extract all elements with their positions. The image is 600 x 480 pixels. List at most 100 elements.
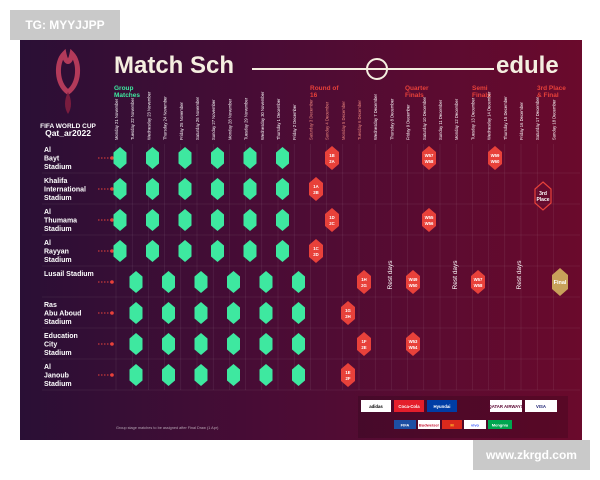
knockout-marker: [325, 208, 339, 232]
sponsor-logo: Budweiser: [418, 420, 440, 429]
knockout-line1: W57: [425, 153, 434, 158]
date-label: Monday 28 November: [227, 98, 232, 140]
date-label: Saturday 3 December: [308, 99, 313, 140]
group-match-marker: [227, 302, 240, 324]
sponsor-name: Hyundai: [434, 404, 451, 409]
knockout-line2: 2H: [345, 314, 351, 319]
knockout-line2: 2C: [329, 221, 335, 226]
group-match-marker: [227, 364, 240, 386]
group-match-marker: [146, 209, 159, 231]
rest-days-label: Rest days: [516, 260, 523, 290]
knockout-marker: [422, 146, 436, 170]
date-label: Thursday 8 December: [389, 98, 394, 140]
sponsor-name: adidas: [369, 404, 383, 409]
date-label: Friday 2 December: [292, 104, 297, 140]
group-match-marker: [194, 364, 208, 386]
stage-label: Quarter: [405, 85, 429, 92]
stadium-name: Stadium: [44, 350, 72, 357]
group-match-marker: [162, 271, 175, 293]
sponsor-logo: QATAR AIRWAYS: [488, 400, 524, 412]
logo-base: [65, 92, 71, 114]
knockout-line1: 1B: [329, 153, 335, 158]
group-match-marker: [259, 271, 273, 293]
third-place-label: 3rd: [539, 191, 547, 197]
stage-label: Finals: [472, 92, 491, 99]
group-match-marker: [113, 178, 127, 200]
knockout-marker: [422, 208, 436, 232]
group-match-marker: [211, 147, 224, 169]
sponsor-name: Coca-Cola: [398, 404, 420, 409]
group-match-marker: [162, 302, 175, 324]
stadium-dot: [110, 249, 114, 253]
knockout-line1: W53: [409, 339, 418, 344]
sponsor-name: Mengniu: [492, 423, 509, 428]
group-match-marker: [146, 178, 159, 200]
date-label: Friday 25 November: [179, 101, 184, 140]
stadium-name: Lusail Stadium: [44, 271, 94, 278]
knockout-line2: 2G: [361, 283, 367, 288]
knockout-marker: [357, 270, 371, 294]
stage-label: Semi: [472, 85, 488, 92]
group-match-marker: [129, 333, 143, 355]
sponsor-box: [427, 400, 457, 412]
group-match-marker: [146, 147, 159, 169]
stadium-dot: [110, 342, 114, 346]
knockout-line2: 2B: [313, 190, 319, 195]
group-match-marker: [227, 271, 240, 293]
knockout-line2: 2D: [313, 252, 319, 257]
sponsor-box: [442, 420, 462, 429]
stadium-name: International: [44, 187, 86, 194]
sponsor-box: [361, 400, 391, 412]
stadium-name: City: [44, 342, 57, 349]
sponsor-logo: FIFA: [394, 420, 416, 429]
stadium-row: Lusail Stadium: [42, 271, 580, 298]
footnote: Group stage matches to be assigned after…: [116, 426, 219, 430]
group-match-marker: [178, 209, 192, 231]
knockout-line1: W59: [491, 153, 500, 158]
third-place-label: Place: [536, 197, 549, 203]
group-match-marker: [129, 302, 143, 324]
date-label: Friday 16 December: [519, 101, 524, 140]
group-match-marker: [211, 240, 224, 262]
knockout-line1: 1E: [345, 370, 350, 375]
knockout-marker: [341, 363, 355, 387]
knockout-marker: [309, 177, 323, 201]
sponsor-name: Budweiser: [419, 423, 440, 428]
sponsor-logo: VISA: [525, 400, 557, 412]
stadium-name: Al: [44, 147, 51, 154]
stadium-name: Thumama: [44, 218, 77, 225]
group-match-marker: [292, 364, 305, 386]
title-left: Match Sch: [114, 52, 234, 79]
group-match-marker: [259, 333, 273, 355]
group-match-marker: [292, 333, 305, 355]
stadium-name: Al: [44, 209, 51, 216]
stadium-name: Stadium: [44, 195, 72, 202]
sponsor-logo: adidas: [361, 400, 391, 412]
sponsor-box: [490, 400, 522, 412]
group-match-marker: [194, 302, 208, 324]
group-match-marker: [178, 147, 192, 169]
title-right: edule: [496, 52, 559, 79]
stadium-dot: [110, 218, 114, 222]
knockout-line1: 1H: [361, 277, 367, 282]
stadium-name: Al: [44, 364, 51, 371]
stadium-name: Rayyan: [44, 249, 69, 256]
sponsor-name: QATAR AIRWAYS: [488, 404, 523, 409]
knockout-marker: [406, 332, 420, 356]
knockout-line1: 1D: [329, 215, 335, 220]
